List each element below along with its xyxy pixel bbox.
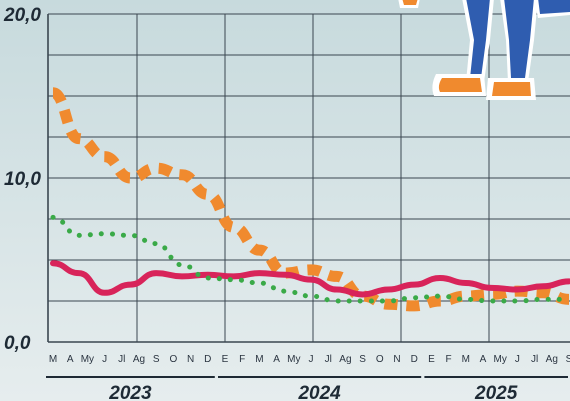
year-label: 2023 <box>108 383 152 401</box>
left-shoe-icon <box>438 78 482 92</box>
left-leg-icon <box>466 0 490 78</box>
y-axis-ticks: 0,0 10,0 20,0 <box>3 5 41 354</box>
x-tick-label: O <box>376 354 384 365</box>
x-tick-label: Ag <box>339 354 351 365</box>
year-labels: 2023 2024 2025 <box>46 376 568 401</box>
y-tick-label: 10,0 <box>4 169 41 190</box>
x-tick-label: D <box>204 354 211 365</box>
x-tick-label: Jl <box>531 354 538 365</box>
x-tick-label: M <box>49 354 57 365</box>
x-tick-label: O <box>170 354 178 365</box>
x-tick-label: Jl <box>118 354 125 365</box>
person-legs-illustration <box>398 0 570 100</box>
x-axis-ticks: M A My J Jl Ag S O N D E F M A My J Jl Ag S O N D E F M A My J Jl Ag S <box>49 354 570 365</box>
x-tick-label: F <box>239 354 245 365</box>
x-tick-label: E <box>222 354 229 365</box>
x-tick-label: D <box>411 354 418 365</box>
x-tick-label: N <box>187 354 194 365</box>
x-tick-label: My <box>287 354 300 365</box>
series-lines <box>50 87 570 312</box>
x-tick-label: Jl <box>325 354 332 365</box>
series-line <box>50 214 570 304</box>
x-tick-label: J <box>515 354 520 365</box>
right-leg-icon <box>504 0 534 78</box>
x-tick-label: My <box>494 354 507 365</box>
series-line <box>50 87 570 312</box>
x-tick-label: A <box>273 354 280 365</box>
x-tick-label: My <box>81 354 94 365</box>
x-tick-label: S <box>359 354 366 365</box>
y-tick-label: 20,0 <box>3 5 41 26</box>
grid <box>47 13 570 343</box>
x-tick-label: E <box>428 354 435 365</box>
x-tick-label: S <box>153 354 160 365</box>
x-tick-label: J <box>309 354 314 365</box>
x-tick-label: A <box>67 354 74 365</box>
x-tick-label: N <box>393 354 400 365</box>
x-tick-label: A <box>480 354 487 365</box>
year-label: 2025 <box>474 383 518 401</box>
right-shoe-icon <box>492 82 531 96</box>
x-tick-label: Ag <box>133 354 145 365</box>
x-tick-label: J <box>102 354 107 365</box>
x-tick-label: S <box>566 354 570 365</box>
year-label: 2024 <box>297 383 341 401</box>
x-tick-label: F <box>446 354 452 365</box>
x-tick-label: M <box>462 354 470 365</box>
x-tick-label: Ag <box>546 354 558 365</box>
y-tick-label: 0,0 <box>4 333 31 354</box>
x-tick-label: M <box>255 354 263 365</box>
